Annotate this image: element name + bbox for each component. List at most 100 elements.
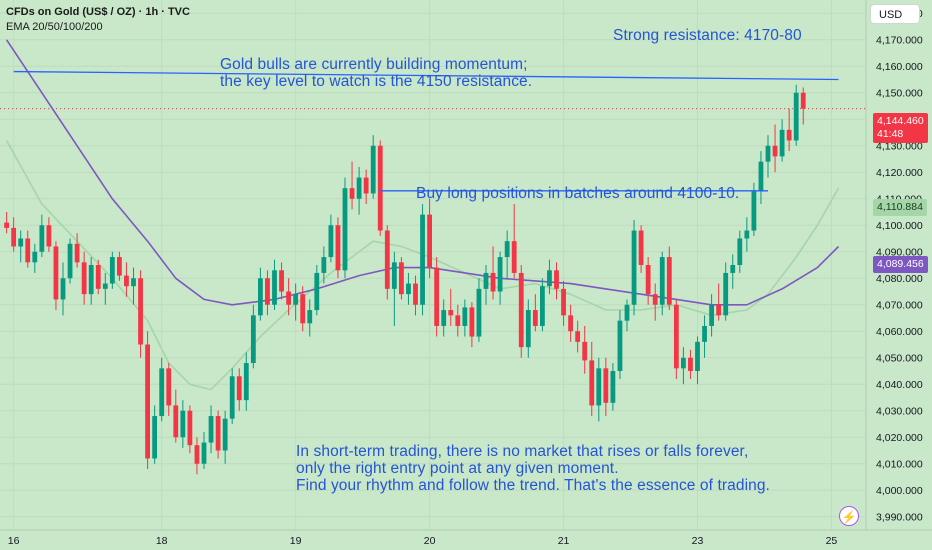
candle-body [617,320,623,371]
candle-body [356,177,362,199]
candle [293,283,299,321]
currency-button[interactable]: USD [870,4,920,24]
candle [363,169,369,205]
annotation-momentum-line2[interactable]: the key level to watch is the 4150 resis… [220,73,533,90]
annotation-resistance[interactable]: Strong resistance: 4170-80 [613,27,802,44]
candle [166,363,172,417]
candle-body [751,190,757,231]
candle-body [758,161,764,191]
candle [448,288,454,326]
candle [250,304,256,369]
candle [744,217,750,252]
candle-body [208,416,214,443]
candle-body [201,442,207,464]
candle [18,230,24,263]
candle [455,304,461,337]
candle-body [88,265,94,295]
candle [568,304,573,342]
annotation-essence-line3[interactable]: Find your rhythm and follow the trend. T… [296,477,770,494]
candle-body [215,416,221,451]
candle-body [730,265,736,273]
candle [765,135,771,178]
candle-body [688,357,693,371]
candle [645,257,651,305]
candle [469,302,475,348]
candle-body [582,341,588,361]
candle [208,405,214,454]
grid [0,0,866,530]
candle-body [420,214,425,305]
candle [476,278,482,342]
x-tick-label: 18 [156,535,168,547]
candle-body [645,265,651,295]
candle-body [131,278,136,287]
candle-body [518,272,524,348]
candle-body [786,129,792,141]
candle-body [681,357,686,369]
symbol-title[interactable]: CFDs on Gold (US$ / OZ) · 1h · TVC [6,6,190,18]
candle-body [124,275,129,287]
candle [67,238,73,284]
candle [391,251,397,326]
candle [131,267,136,305]
candle [95,259,101,295]
last-price-value: 4,144.460 [877,115,924,127]
candle [39,214,45,258]
y-tick-label: 4,170.000 [876,34,923,46]
time-axis[interactable]: 16 18 19 20 21 23 25 [0,529,932,547]
candle-body [307,310,313,324]
candle [46,217,52,252]
candle-body [194,445,200,464]
y-tick-label: 3,990.000 [876,511,923,523]
candle [427,198,432,279]
trendline-resistance [13,70,839,81]
candle [102,272,108,305]
candle [490,246,496,300]
price-axis[interactable]: 3,990.000 4,000.000 4,010.000 4,020.000 4,03… [865,0,932,550]
candle [138,270,143,358]
y-tick-label: 4,050.000 [876,352,923,364]
annotation-essence-line2[interactable]: only the right entry point at any given … [296,460,619,477]
candle [800,87,806,125]
candle-body [46,225,52,247]
candle [462,299,468,337]
candle [547,259,552,295]
candle-body [328,225,334,258]
indicator-label[interactable]: EMA 20/50/100/200 [6,21,103,33]
candle [399,257,404,300]
x-tick-label: 21 [558,535,570,547]
candle-body [229,376,235,419]
candle-body [11,227,17,247]
candle-body [462,307,468,326]
annotation-essence-line1[interactable]: In short-term trading, there is no marke… [296,443,749,460]
candle-body [490,272,496,292]
candle-body [610,371,616,403]
candle-body [596,368,602,406]
candle [201,431,207,470]
candle-body [568,315,573,332]
candle-body [293,294,299,305]
candle [222,410,228,464]
candle [145,331,150,470]
lightning-icon[interactable]: ⚡ [839,506,859,526]
candle [497,251,503,305]
candle-body [413,283,418,305]
x-tick-label: 16 [8,535,20,547]
candle-body [469,307,475,337]
y-tick-label: 4,120.000 [876,167,923,179]
annotation-momentum-line1[interactable]: Gold bulls are currently building moment… [220,56,528,73]
candle [483,265,489,305]
ema-fast-line [5,140,840,391]
candle-body [695,341,700,371]
candle-body [258,278,263,316]
annotation-buy[interactable]: Buy long positions in batches around 410… [416,185,740,202]
trendlines[interactable] [13,70,839,192]
x-tick-label: 25 [826,535,838,547]
candle-body [716,304,722,316]
candle [187,405,193,454]
candle [335,217,341,279]
candle-body [342,188,348,271]
y-tick-label: 4,020.000 [876,432,923,444]
